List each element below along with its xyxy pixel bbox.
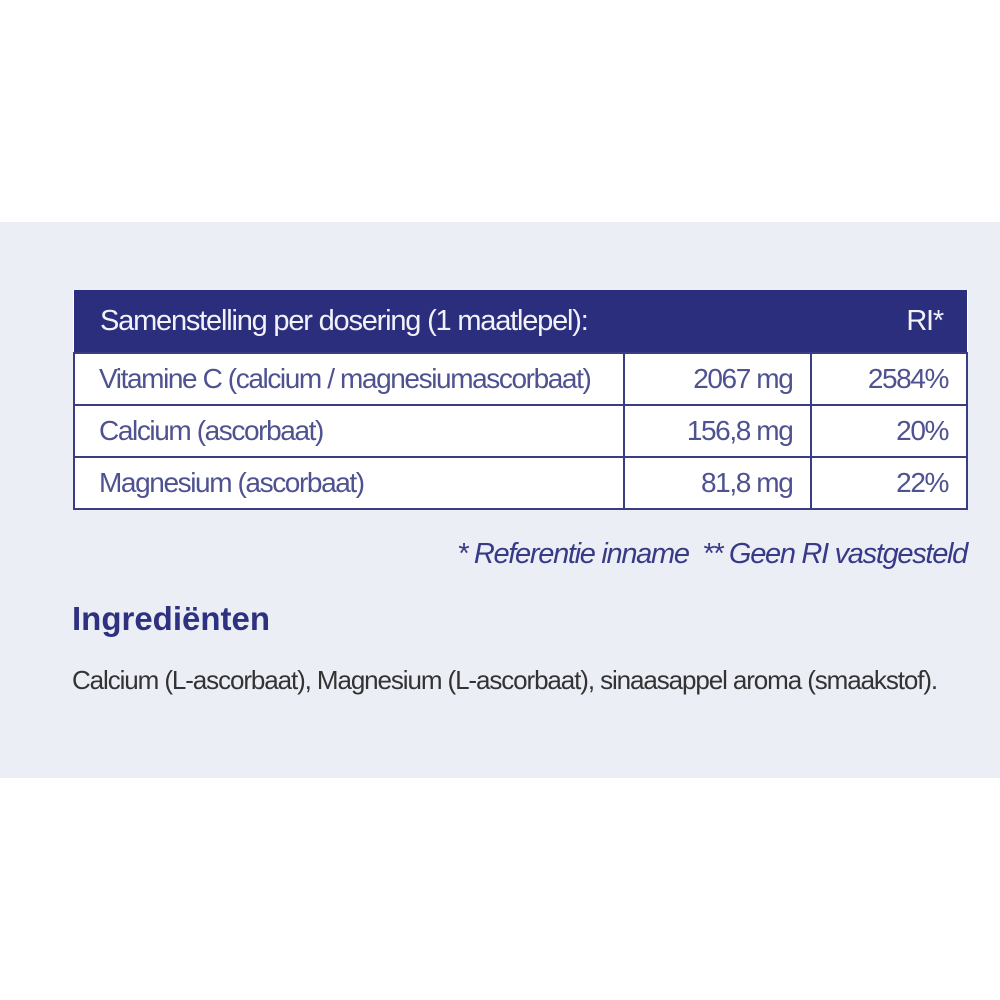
ingredients-text: Calcium (L-ascorbaat), Magnesium (L-asco…: [72, 665, 938, 695]
header-label: Samenstelling per dosering (1 maatlepel)…: [74, 290, 812, 353]
row-name: Vitamine C (calcium / magnesiumascorbaat…: [73, 352, 625, 406]
row-name: Magnesium (ascorbaat): [73, 456, 625, 510]
row-amount: 81,8 mg: [622, 456, 813, 510]
table-header: Samenstelling per dosering (1 maatlepel)…: [74, 290, 967, 353]
row-amount: 156,8 mg: [622, 404, 813, 458]
table-row: Magnesium (ascorbaat) 81,8 mg 22%: [73, 456, 968, 510]
ingredients-title: Ingrediënten: [72, 600, 271, 637]
nutrition-table: Samenstelling per dosering (1 maatlepel)…: [73, 290, 968, 510]
row-ri: 2584%: [810, 352, 968, 406]
footnote: * Referentie inname ** Geen RI vastgeste…: [457, 538, 968, 570]
header-ri: RI*: [811, 290, 967, 353]
row-ri: 22%: [810, 456, 968, 510]
table-row: Vitamine C (calcium / magnesiumascorbaat…: [73, 352, 968, 406]
table-row: Calcium (ascorbaat) 156,8 mg 20%: [73, 404, 968, 458]
row-ri: 20%: [810, 404, 968, 458]
row-name: Calcium (ascorbaat): [73, 404, 625, 458]
row-amount: 2067 mg: [622, 352, 813, 406]
